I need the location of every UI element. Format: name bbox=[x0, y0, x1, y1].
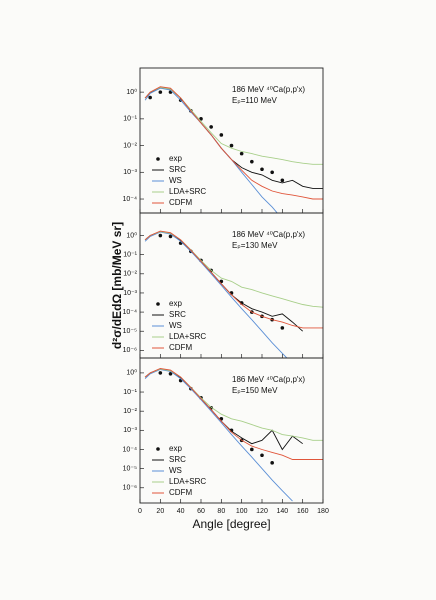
series-line bbox=[144, 231, 323, 308]
legend-marker bbox=[156, 302, 160, 306]
series-line bbox=[144, 230, 323, 329]
y-tick-label: 10⁻⁵ bbox=[123, 465, 137, 472]
y-tick-label: 10⁻² bbox=[123, 408, 137, 415]
annotation: 186 MeV ⁴⁰Ca(p,p'x) bbox=[232, 375, 305, 384]
annotation: Eₚ=150 MeV bbox=[232, 386, 278, 395]
x-tick-label: 160 bbox=[297, 508, 309, 515]
series-line bbox=[144, 368, 323, 441]
legend-label: CDFM bbox=[169, 343, 192, 352]
y-tick-label: 10⁻¹ bbox=[123, 389, 137, 396]
plot-area bbox=[144, 368, 323, 502]
legend-label: SRC bbox=[169, 165, 186, 174]
series-line bbox=[144, 231, 288, 358]
data-point bbox=[239, 151, 244, 156]
series-line bbox=[144, 87, 278, 213]
legend-marker bbox=[156, 447, 160, 451]
y-tick-label: 10⁻³ bbox=[123, 290, 137, 297]
data-point bbox=[209, 125, 213, 129]
axes-frame bbox=[139, 357, 324, 504]
x-tick-label: 180 bbox=[317, 508, 329, 515]
data-point bbox=[168, 234, 173, 239]
y-tick-label: 10⁻² bbox=[123, 142, 137, 149]
legend-label: exp bbox=[169, 154, 182, 163]
series-line bbox=[144, 86, 323, 200]
data-point bbox=[158, 233, 163, 238]
legend-marker bbox=[156, 157, 160, 161]
data-point bbox=[270, 461, 274, 465]
data-point bbox=[280, 178, 285, 183]
data-point bbox=[270, 170, 274, 175]
data-point bbox=[148, 95, 152, 100]
legend-label: LDA+SRC bbox=[169, 332, 206, 341]
data-point bbox=[158, 90, 163, 94]
y-tick-label: 10⁻⁶ bbox=[123, 485, 137, 492]
legend-label: exp bbox=[169, 299, 182, 308]
x-tick-label: 140 bbox=[276, 508, 288, 515]
y-tick-label: 10⁻³ bbox=[123, 427, 137, 434]
y-tick-label: 10⁰ bbox=[126, 369, 137, 377]
data-point bbox=[158, 371, 163, 375]
y-tick-label: 10⁻² bbox=[123, 271, 137, 278]
plot-area bbox=[144, 230, 323, 358]
y-tick-label: 10⁻⁴ bbox=[123, 446, 138, 453]
legend-label: LDA+SRC bbox=[169, 477, 206, 486]
x-tick-label: 100 bbox=[236, 508, 248, 515]
y-tick-label: 10⁻⁶ bbox=[123, 347, 137, 354]
y-tick-label: 10⁻³ bbox=[123, 169, 137, 176]
data-point bbox=[250, 447, 254, 452]
data-point bbox=[250, 159, 254, 164]
legend-label: SRC bbox=[169, 455, 186, 464]
data-point bbox=[260, 167, 264, 172]
y-tick-label: 10⁻¹ bbox=[123, 252, 137, 259]
data-point bbox=[168, 371, 173, 376]
y-axis-label: d²σ/dEdΩ [mb/MeV sr] bbox=[110, 222, 124, 349]
x-tick-label: 0 bbox=[138, 508, 142, 515]
x-tick-label: 120 bbox=[256, 508, 268, 515]
x-tick-label: 60 bbox=[197, 508, 205, 515]
y-tick-label: 10⁰ bbox=[126, 231, 137, 239]
legend-label: exp bbox=[169, 444, 182, 453]
data-point bbox=[219, 133, 224, 137]
data-point bbox=[229, 143, 234, 148]
annotation: 186 MeV ⁴⁰Ca(p,p'x) bbox=[232, 85, 305, 94]
data-point bbox=[280, 326, 285, 330]
x-tick-label: 40 bbox=[177, 508, 185, 515]
legend-label: CDFM bbox=[169, 198, 192, 207]
legend-label: LDA+SRC bbox=[169, 187, 206, 196]
legend-label: WS bbox=[169, 466, 182, 475]
y-tick-label: 10⁻⁴ bbox=[123, 309, 138, 316]
series-line bbox=[144, 86, 323, 165]
series-line bbox=[144, 369, 293, 502]
y-tick-label: 10⁻⁵ bbox=[123, 328, 137, 335]
data-point bbox=[260, 453, 264, 458]
y-tick-label: 10⁻¹ bbox=[123, 116, 137, 123]
plot-area bbox=[144, 86, 323, 213]
legend-label: SRC bbox=[169, 310, 186, 319]
annotation: Eₚ=130 MeV bbox=[232, 241, 278, 250]
series-line bbox=[144, 368, 323, 460]
annotation: Eₚ=110 MeV bbox=[232, 96, 278, 105]
legend-label: WS bbox=[169, 321, 182, 330]
y-tick-label: 10⁰ bbox=[126, 88, 137, 96]
x-axis-label: Angle [degree] bbox=[192, 517, 270, 531]
annotation: 186 MeV ⁴⁰Ca(p,p'x) bbox=[232, 230, 305, 239]
legend-label: WS bbox=[169, 176, 182, 185]
x-tick-label: 80 bbox=[217, 508, 225, 515]
x-tick-label: 20 bbox=[156, 508, 164, 515]
y-tick-label: 10⁻⁴ bbox=[123, 196, 138, 203]
legend-label: CDFM bbox=[169, 488, 192, 497]
